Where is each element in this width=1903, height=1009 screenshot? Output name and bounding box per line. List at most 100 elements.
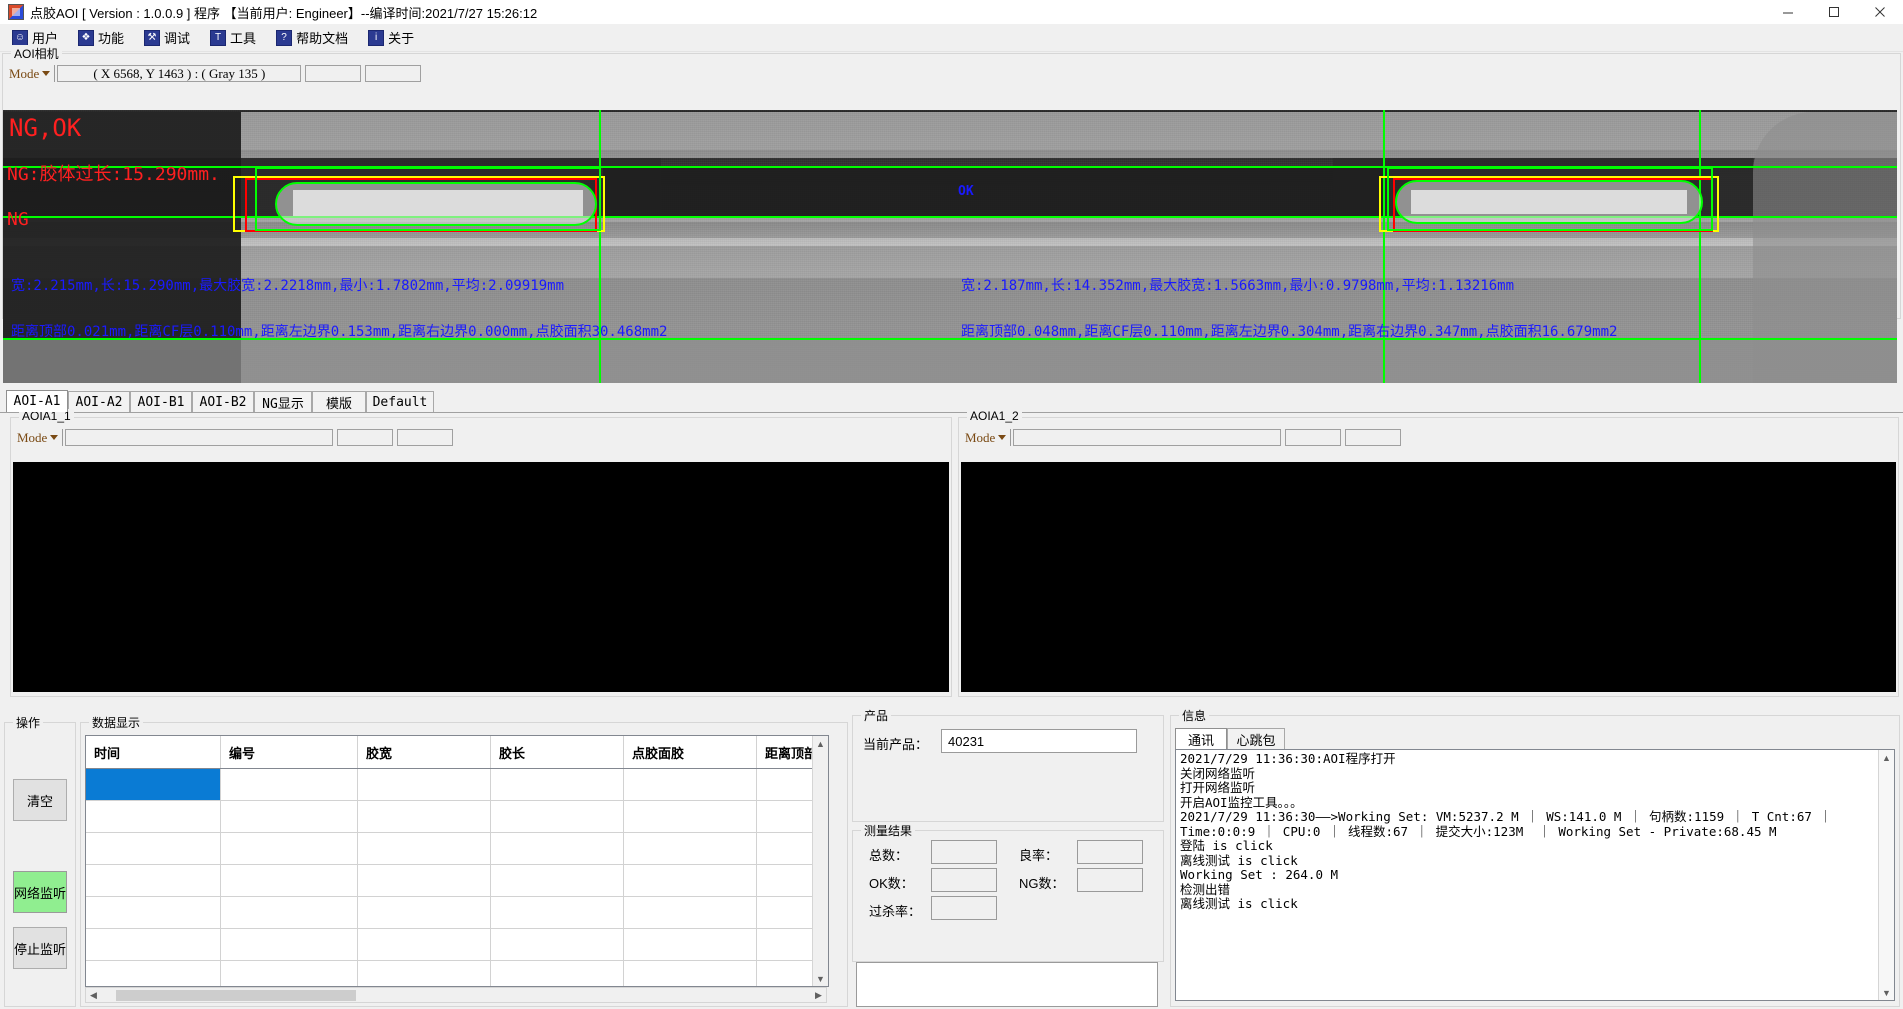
table-cell[interactable] [623,864,757,897]
tab-default[interactable]: Default [366,391,434,412]
table-cell[interactable] [86,768,221,801]
menu-item-function[interactable]: ❖ 功能 [70,26,132,49]
table-row[interactable] [86,832,828,865]
data-table-vertical-scrollbar[interactable]: ▲ ▼ [812,736,828,986]
user-icon: ☺ [12,29,28,46]
table-cell[interactable] [220,896,358,929]
table-cell[interactable] [357,864,491,897]
table-cell[interactable] [357,832,491,865]
right-panel-mode-button[interactable]: Mode [963,430,1008,446]
table-cell[interactable] [357,928,491,961]
camera-image-view[interactable]: NG,OK NG:胶体过长:15.290mm. NG OK 宽:2.215mm,… [3,110,1897,383]
table-cell[interactable] [86,832,221,865]
table-cell[interactable] [623,896,757,929]
table-cell[interactable] [220,768,358,801]
table-cell[interactable] [220,928,358,961]
data-table-horizontal-scrollbar[interactable]: ◀ ▶ [85,987,827,1003]
table-cell[interactable] [86,928,221,961]
scroll-up-icon[interactable]: ▲ [1882,752,1891,763]
table-cell[interactable] [220,800,358,833]
table-cell[interactable] [490,832,624,865]
left-panel-field-1[interactable] [65,429,334,446]
table-cell[interactable] [623,928,757,961]
table-cell[interactable] [357,960,491,986]
network-listen-button[interactable]: 网络监听 [13,871,67,913]
table-cell[interactable] [623,832,757,865]
table-cell[interactable] [220,832,358,865]
table-row[interactable] [86,768,828,801]
table-cell[interactable] [490,896,624,929]
column-header-glue-len[interactable]: 胶长 [490,736,624,769]
left-panel-field-3[interactable] [397,429,454,446]
scroll-down-icon[interactable]: ▼ [1882,987,1891,998]
table-cell[interactable] [623,960,757,986]
info-log-box[interactable]: 2021/7/29 11:36:30:AOI程序打开 关闭网络监听 打开网络监听… [1175,749,1895,1001]
column-header-number[interactable]: 编号 [220,736,358,769]
table-row[interactable] [86,800,828,833]
scroll-right-icon[interactable]: ▶ [815,989,822,1000]
right-panel-image-view[interactable] [961,462,1896,692]
help-icon: ? [276,29,293,46]
clear-button[interactable]: 清空 [13,779,67,821]
tab-aoi-a1[interactable]: AOI-A1 [6,390,68,412]
left-panel-mode-bar: Mode [15,428,454,447]
menu-item-tools[interactable]: T 工具 [202,26,264,49]
table-cell[interactable] [623,800,757,833]
table-cell[interactable] [220,960,358,986]
horizontal-scroll-thumb[interactable] [116,990,356,1001]
table-cell[interactable] [357,800,491,833]
chevron-down-icon [998,435,1007,440]
table-cell[interactable] [357,896,491,929]
tab-communication[interactable]: 通讯 [1175,728,1227,750]
minimize-button[interactable] [1765,0,1811,24]
right-panel-field-2[interactable] [1285,429,1342,446]
stop-listen-button[interactable]: 停止监听 [13,927,67,969]
column-header-glue-width[interactable]: 胶宽 [357,736,491,769]
column-header-time[interactable]: 时间 [86,736,221,769]
table-cell[interactable] [490,960,624,986]
tab-aoi-b2[interactable]: AOI-B2 [192,391,254,412]
scroll-down-icon[interactable]: ▼ [816,973,825,984]
camera-mode-button[interactable]: Mode [7,66,52,82]
table-row[interactable] [86,896,828,929]
table-cell[interactable] [490,800,624,833]
overlay-right-measurement-line1: 宽:2.187mm,长:14.352mm,最大胶宽:1.5663mm,最小:0.… [961,278,1515,294]
current-product-input[interactable]: 40231 [941,729,1137,753]
result-detail-box [856,962,1158,1007]
menu-item-debug[interactable]: ⚒ 调试 [136,26,198,49]
scroll-left-icon[interactable]: ◀ [90,989,97,1000]
left-panel-field-2[interactable] [337,429,394,446]
table-cell[interactable] [86,864,221,897]
tab-aoi-b1[interactable]: AOI-B1 [130,391,192,412]
menu-item-about[interactable]: i 关于 [360,26,422,49]
close-button[interactable] [1857,0,1903,24]
divider [62,429,64,446]
left-panel-image-view[interactable] [13,462,949,692]
camera-field-3[interactable] [365,65,422,82]
tab-heartbeat[interactable]: 心跳包 [1227,728,1285,750]
menu-item-help-doc[interactable]: ? 帮助文档 [268,26,356,49]
maximize-button[interactable] [1811,0,1857,24]
table-cell[interactable] [357,768,491,801]
table-cell[interactable] [490,768,624,801]
right-panel-field-1[interactable] [1013,429,1282,446]
table-cell[interactable] [86,800,221,833]
table-cell[interactable] [86,896,221,929]
table-cell[interactable] [490,864,624,897]
tab-aoi-a2[interactable]: AOI-A2 [68,391,130,412]
table-cell[interactable] [220,864,358,897]
right-panel-field-3[interactable] [1345,429,1402,446]
table-row[interactable] [86,864,828,897]
camera-field-2[interactable] [305,65,362,82]
info-log-scrollbar[interactable]: ▲ ▼ [1878,750,1894,1000]
table-cell[interactable] [623,768,757,801]
tab-template[interactable]: 模版 [312,391,366,412]
column-header-glue-area[interactable]: 点胶面胶 [623,736,757,769]
tab-ng-display[interactable]: NG显示 [254,391,312,412]
scroll-up-icon[interactable]: ▲ [816,738,825,749]
left-panel-mode-button[interactable]: Mode [15,430,60,446]
table-cell[interactable] [86,960,221,986]
table-row[interactable] [86,960,828,986]
table-row[interactable] [86,928,828,961]
table-cell[interactable] [490,928,624,961]
